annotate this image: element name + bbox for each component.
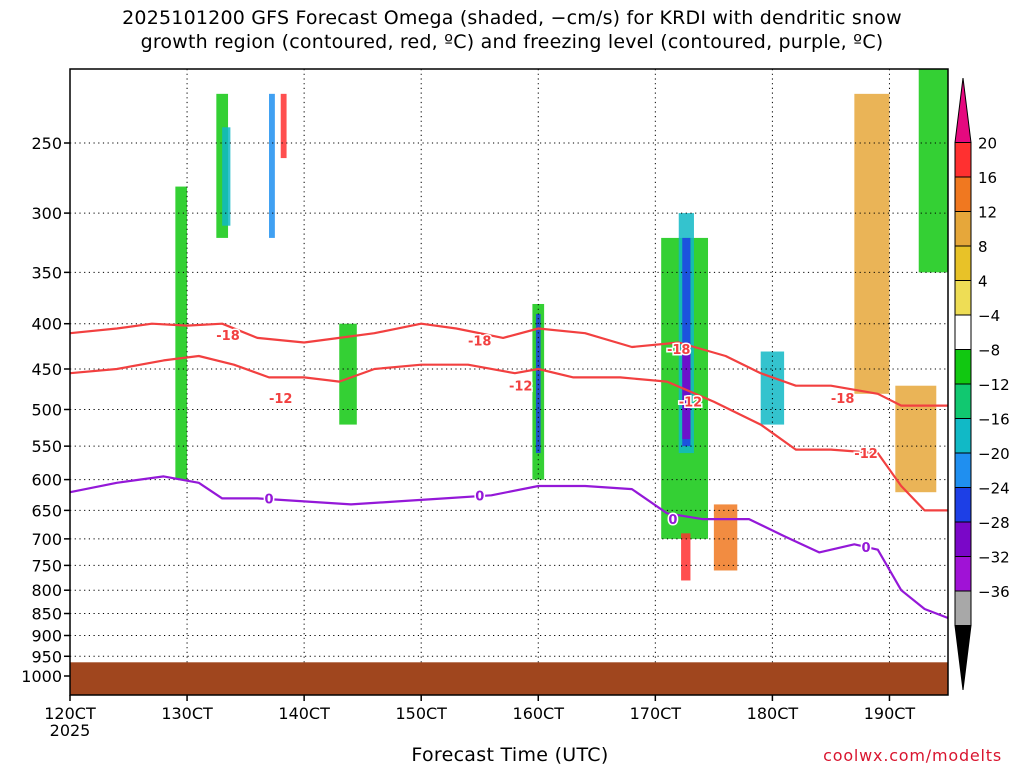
contour-label-4: -12 — [269, 392, 293, 407]
contour-label-5: -12 — [509, 380, 533, 395]
omega-cell-16 — [918, 69, 948, 273]
axes: 250 300 350 400 450 500 550 600 650 700 750 800 850 9… — [21, 68, 949, 740]
colorbar-segment-14 — [954, 590, 972, 626]
x-tick-label-4: 160CT — [513, 704, 565, 723]
colorbar-segment-15 — [954, 625, 972, 691]
y-tick-label-950: 950 — [31, 647, 62, 666]
x-tick-label-5: 170CT — [630, 704, 682, 723]
contour-label-1: -18 — [468, 335, 492, 350]
colorbar-tick-12: −32 — [978, 549, 1010, 567]
colorbar-segment-3 — [954, 211, 972, 247]
colorbar-segment-11 — [954, 487, 972, 523]
colorbar-tick-3: 8 — [978, 238, 988, 256]
colorbar-tick-13: −36 — [978, 583, 1010, 601]
contour-labels: -18 -18 -18 -18 -12 -12 -12 -12 0 0 0 0 — [215, 328, 880, 558]
contour-label-8: 0 — [264, 492, 273, 507]
omega-cell-17 — [895, 385, 937, 493]
colorbar-tick-8: −16 — [978, 411, 1010, 429]
ground-surface-fill — [70, 662, 948, 695]
chart-title-line1: 2025101200 GFS Forecast Omega (shaded, −… — [122, 7, 902, 29]
y-tick-label-350: 350 — [31, 263, 62, 282]
colorbar-segment-0 — [954, 77, 972, 143]
x-tick-label-7: 190CT — [864, 704, 916, 723]
colorbar-tick-10: −24 — [978, 480, 1010, 498]
contour-label-6: -12 — [679, 396, 703, 411]
contour-label-3: -18 — [831, 392, 855, 407]
x-tick-label-0: 120CT — [44, 704, 96, 723]
x-tick-year: 2025 — [50, 721, 91, 740]
contour-label-7: -12 — [854, 447, 878, 462]
y-tick-label-650: 650 — [31, 501, 62, 520]
colorbar-segment-10 — [954, 452, 972, 488]
colorbar-tick-9: −20 — [978, 445, 1010, 463]
y-tick-label-500: 500 — [31, 401, 62, 420]
contour-label-0: -18 — [216, 329, 240, 344]
omega-cell-14 — [760, 351, 785, 425]
contour-line-0 — [69, 475, 949, 620]
omega-cell-13 — [713, 504, 738, 571]
colorbar-segment-7 — [954, 349, 972, 385]
contour-label-2: -18 — [667, 343, 691, 358]
colorbar-tick-7: −12 — [978, 376, 1010, 394]
omega-cell-2 — [222, 127, 231, 226]
omega-cell-5 — [339, 323, 357, 425]
y-tick-label-1000: 1000 — [21, 667, 62, 686]
omega-cell-7 — [535, 313, 541, 454]
colorbar-tick-11: −28 — [978, 514, 1010, 532]
y-tick-label-750: 750 — [31, 556, 62, 575]
colorbar-tick-0: 20 — [978, 135, 997, 153]
chart-title: 2025101200 GFS Forecast Omega (shaded, −… — [0, 6, 1024, 54]
contour-label-9: 0 — [475, 489, 484, 504]
contour-label-11: 0 — [862, 541, 871, 556]
omega-cell-4 — [280, 93, 287, 159]
x-tick-label-3: 150CT — [395, 704, 447, 723]
y-tick-label-900: 900 — [31, 626, 62, 645]
colorbar-tick-2: 12 — [978, 204, 997, 222]
colorbar-segment-12 — [954, 521, 972, 557]
colorbar-segment-8 — [954, 383, 972, 419]
colorbar-tick-6: −8 — [978, 342, 1000, 360]
credit-link[interactable]: coolwx.com/modelts — [823, 746, 1002, 765]
colorbar-segment-9 — [954, 418, 972, 454]
colorbar: 20 16 12 8 4 −4 −8 −12 −16 −20 −24 −28 −32 −36 — [954, 77, 1010, 691]
colorbar-tick-1: 16 — [978, 169, 997, 187]
colorbar-segment-4 — [954, 245, 972, 281]
plot-frame — [69, 68, 949, 696]
contour-line--18 — [69, 322, 948, 407]
x-tick-label-6: 180CT — [747, 704, 799, 723]
colorbar-segment-2 — [954, 176, 972, 212]
omega-cell-10 — [682, 237, 691, 447]
contour-line--12 — [69, 354, 948, 512]
colorbar-segment-1 — [954, 142, 972, 178]
y-tick-label-550: 550 — [31, 437, 62, 456]
contour-lines — [69, 322, 949, 620]
y-tick-label-450: 450 — [31, 360, 62, 379]
ground-surface — [70, 662, 948, 695]
y-tick-label-850: 850 — [31, 605, 62, 624]
omega-cell-15 — [854, 93, 890, 394]
omega-cell-12 — [681, 533, 691, 581]
colorbar-segment-6 — [954, 314, 972, 350]
y-tick-label-600: 600 — [31, 471, 62, 490]
x-tick-label-2: 140CT — [278, 704, 330, 723]
colorbar-tick-4: 4 — [978, 273, 988, 291]
omega-cell-3 — [269, 93, 275, 238]
y-tick-label-800: 800 — [31, 581, 62, 600]
omega-cell-0 — [175, 186, 188, 480]
colorbar-tick-5: −4 — [978, 307, 1000, 325]
colorbar-segment-13 — [954, 556, 972, 592]
contour-label-10: 0 — [668, 513, 677, 528]
x-tick-label-1: 130CT — [161, 704, 213, 723]
y-tick-label-400: 400 — [31, 315, 62, 334]
y-tick-label-300: 300 — [31, 204, 62, 223]
chart-title-line2: growth region (contoured, red, ºC) and f… — [140, 31, 884, 53]
y-tick-label-700: 700 — [31, 530, 62, 549]
x-axis-label: Forecast Time (UTC) — [411, 744, 609, 766]
omega-shading — [175, 69, 948, 581]
colorbar-segment-5 — [954, 280, 972, 316]
y-tick-label-250: 250 — [31, 134, 62, 153]
